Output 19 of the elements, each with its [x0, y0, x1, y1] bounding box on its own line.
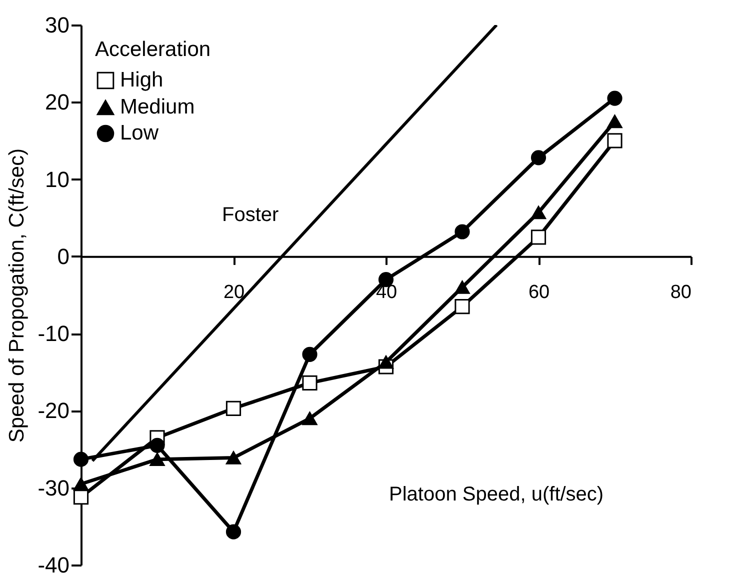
x-axis-title: Platoon Speed, u(ft/sec) — [389, 484, 604, 506]
y-tick-label: 20 — [45, 90, 70, 115]
y-tick-label: 10 — [45, 166, 70, 192]
y-tick-label: -10 — [38, 321, 70, 346]
y-tick-label: 0 — [57, 244, 70, 269]
legend-label: High — [120, 68, 164, 92]
x-tick-label: 60 — [528, 282, 550, 303]
y-tick-label: -40 — [38, 552, 70, 578]
series-label: Foster — [222, 204, 280, 226]
x-tick-label: 20 — [223, 282, 245, 303]
x-tick-label: 40 — [376, 282, 398, 303]
y-tick-label: -20 — [38, 398, 70, 424]
legend-title: Acceleration — [95, 38, 211, 61]
y-tick-label: 30 — [45, 12, 70, 38]
x-tick-label: 80 — [670, 282, 692, 303]
y-tick-label: -30 — [38, 475, 70, 500]
y-axis-title: Speed of Propogation, C(ft/sec) — [6, 148, 29, 443]
legend-label: Low — [120, 122, 160, 144]
legend-label: Medium — [120, 96, 195, 118]
